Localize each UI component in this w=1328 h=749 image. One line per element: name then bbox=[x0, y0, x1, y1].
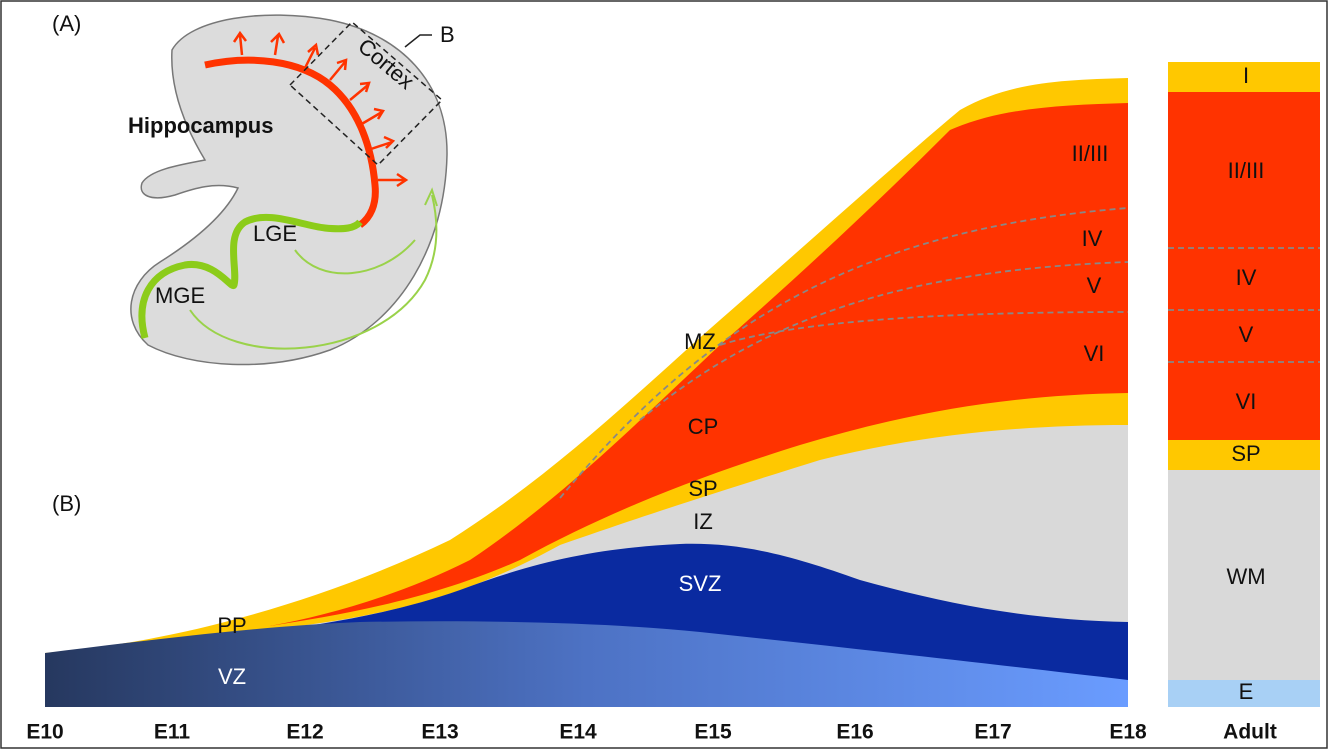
timeline-label: E17 bbox=[974, 721, 1011, 744]
timeline-label: Adult bbox=[1223, 721, 1277, 744]
adult-layer-label: II/III bbox=[1228, 158, 1265, 183]
timeline-label: E10 bbox=[26, 721, 63, 744]
zone-label: PP bbox=[217, 613, 246, 638]
timeline-label: E12 bbox=[286, 721, 323, 744]
zone-label: MZ bbox=[684, 329, 716, 354]
region-label: MGE bbox=[155, 283, 205, 308]
figure: (A) B Cortex Hippocampus LGE MGE (B) MZ … bbox=[0, 0, 1328, 749]
adult-layer-label: IV bbox=[1236, 265, 1257, 290]
box-label: B bbox=[440, 22, 455, 47]
layer-label: V bbox=[1087, 273, 1102, 298]
panel-label: (B) bbox=[52, 491, 81, 516]
zone-label: VZ bbox=[218, 664, 246, 689]
adult-layer-label: VI bbox=[1236, 389, 1257, 414]
layer-label: II/III bbox=[1072, 141, 1109, 166]
timeline-label: E14 bbox=[559, 721, 597, 744]
timeline-label: E16 bbox=[836, 721, 873, 744]
zone-label: SVZ bbox=[679, 571, 722, 596]
adult-layer-label: SP bbox=[1231, 441, 1260, 466]
layer-label: IV bbox=[1082, 226, 1103, 251]
adult-layer-label: V bbox=[1239, 322, 1254, 347]
panel-label: (A) bbox=[52, 11, 81, 36]
layer-label: VI bbox=[1084, 341, 1105, 366]
timeline-label: E13 bbox=[421, 721, 458, 744]
timeline-label: E15 bbox=[694, 721, 732, 744]
timeline-label: E11 bbox=[154, 721, 191, 744]
region-label: Hippocampus bbox=[128, 113, 273, 138]
zone-label: SP bbox=[688, 476, 717, 501]
adult-layer-label: E bbox=[1239, 679, 1254, 704]
adult-column: Adult I II/III IV V VI SP WM E bbox=[1168, 62, 1320, 744]
timeline-label: E18 bbox=[1109, 721, 1147, 744]
zone-label: IZ bbox=[693, 509, 713, 534]
adult-layer-label: I bbox=[1243, 63, 1249, 88]
adult-layer-label: WM bbox=[1226, 564, 1265, 589]
region-label: LGE bbox=[253, 221, 297, 246]
zone-label: CP bbox=[688, 414, 719, 439]
